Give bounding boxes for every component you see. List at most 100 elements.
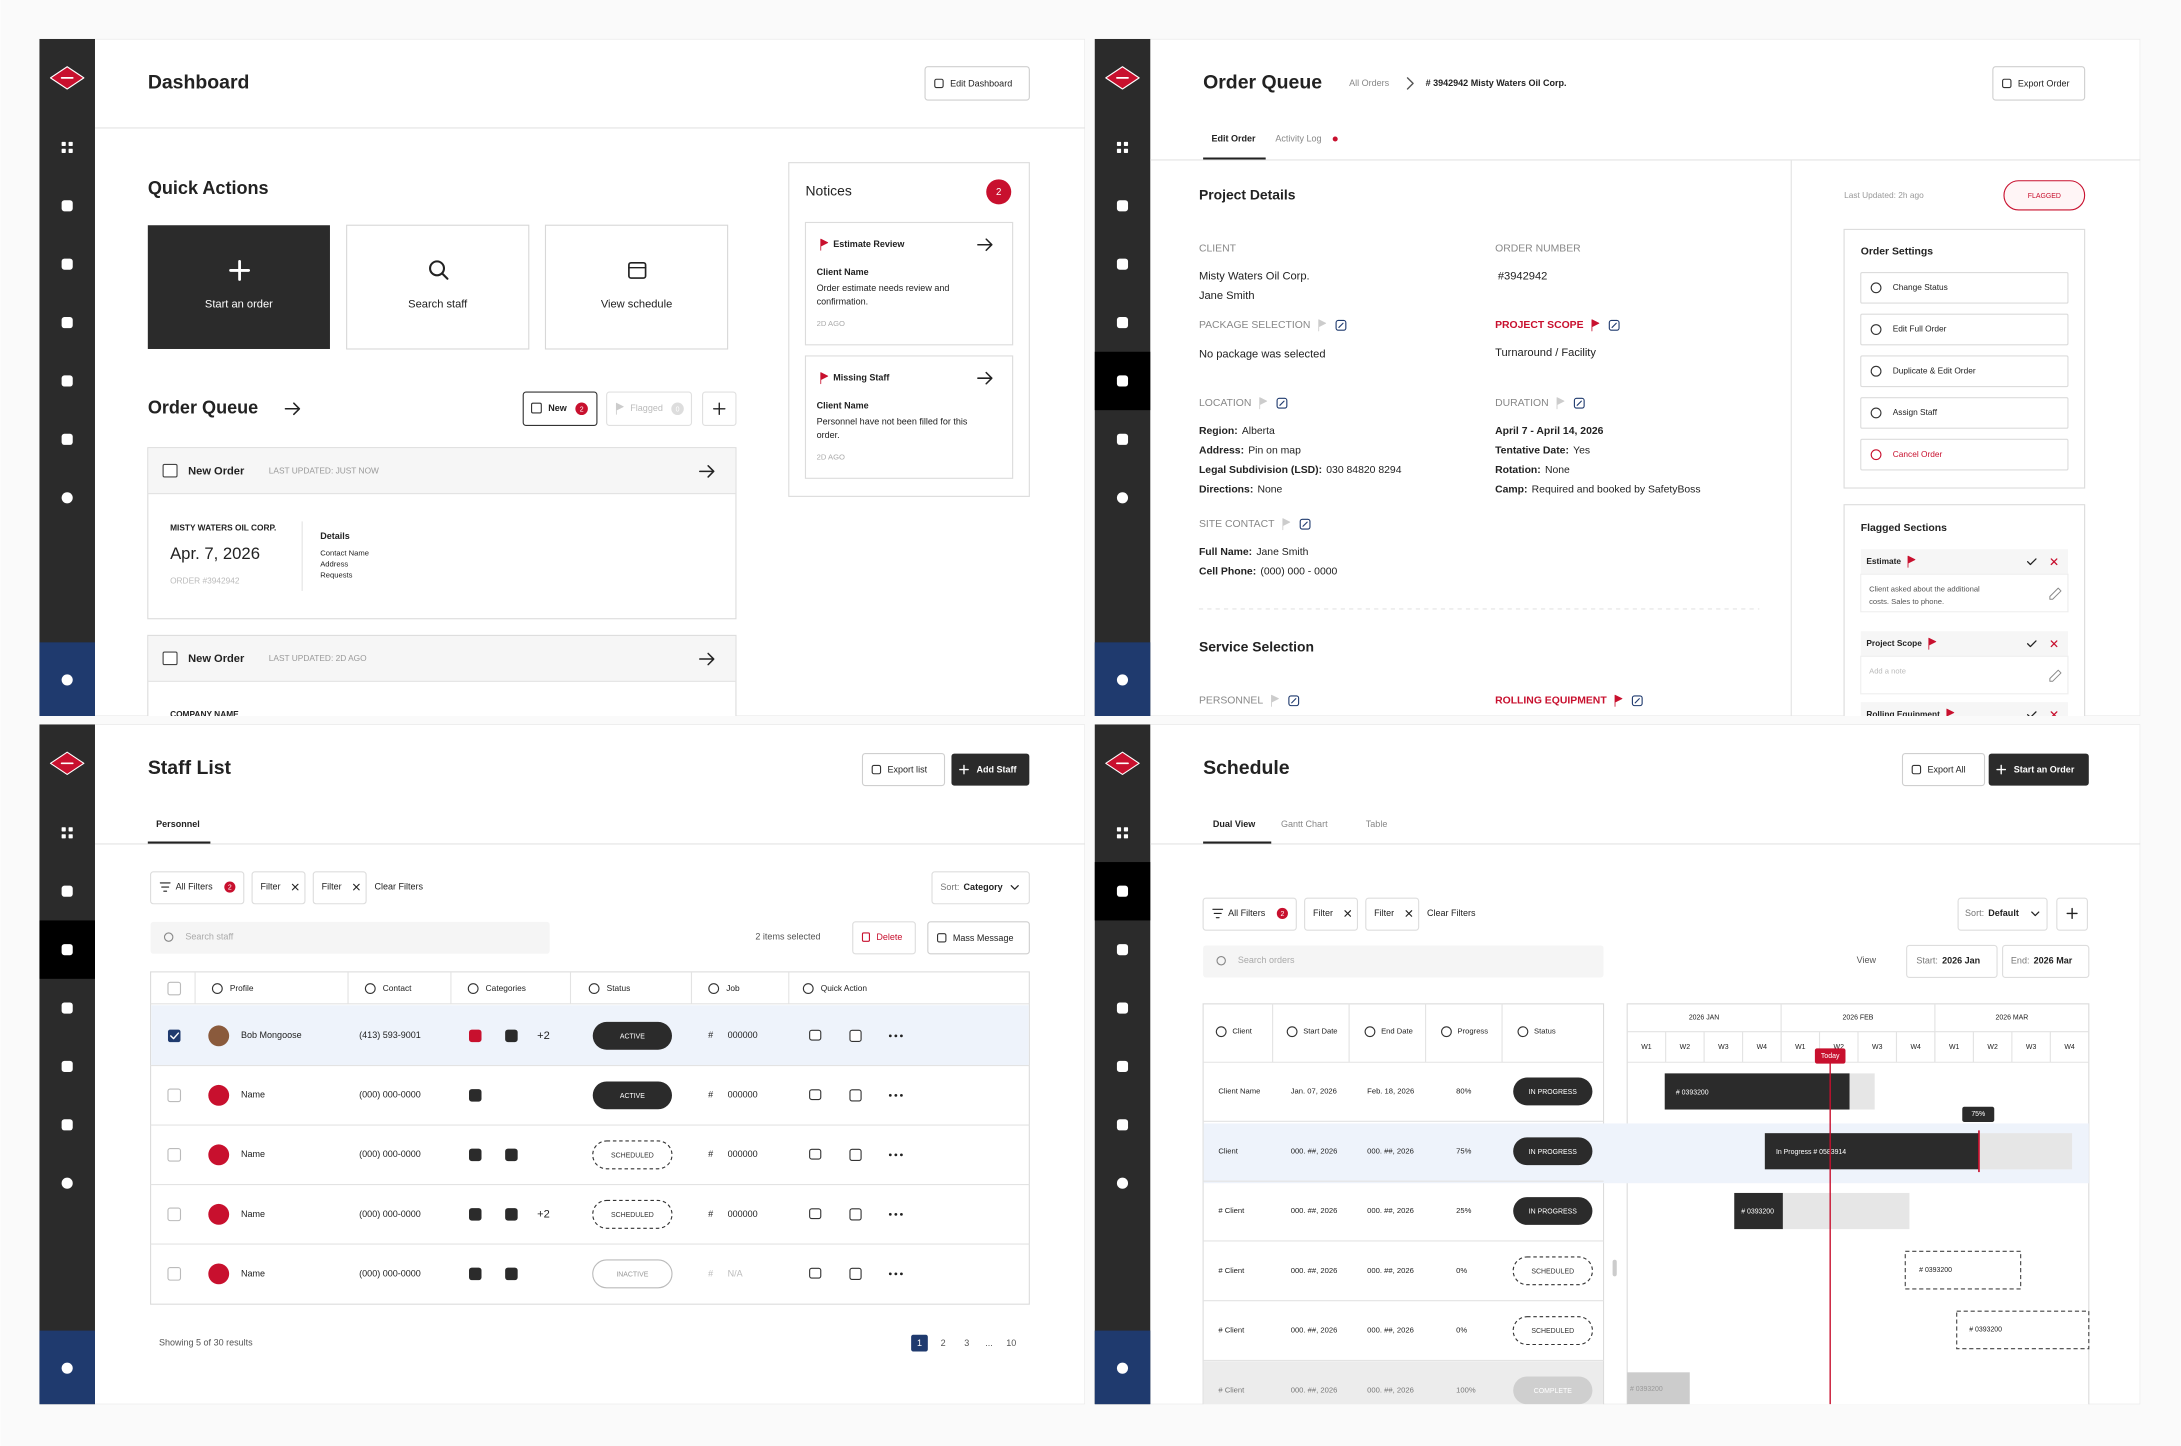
sort-select[interactable] [931, 871, 1030, 905]
edit-action[interactable] [849, 1208, 862, 1221]
page-link[interactable]: 2 [941, 1338, 946, 1348]
checkbox[interactable] [167, 1088, 182, 1103]
nav-icon[interactable] [1123, 827, 1129, 832]
message-action[interactable] [809, 1267, 822, 1279]
nav-icon[interactable] [61, 258, 73, 270]
nav-icon[interactable] [1116, 944, 1129, 956]
delete-button[interactable] [852, 921, 916, 955]
filter-button[interactable] [150, 871, 245, 905]
edit-action[interactable] [849, 1267, 862, 1280]
nav-icon[interactable] [1116, 141, 1122, 146]
text[interactable]: All Orders [1349, 78, 1390, 88]
nav-icon[interactable] [61, 1119, 73, 1131]
nav-icon[interactable] [61, 944, 73, 956]
field-label: LOCATION [1199, 398, 1251, 409]
nav-icon[interactable] [61, 200, 73, 212]
nav-icon[interactable] [1116, 433, 1129, 445]
settings-button[interactable] [1860, 313, 2069, 346]
message-action[interactable] [809, 1089, 822, 1101]
nav-icon[interactable] [1116, 1002, 1129, 1014]
button[interactable] [927, 921, 1030, 955]
nav-icon[interactable] [68, 827, 73, 832]
nav-icon[interactable] [61, 827, 66, 832]
nav-icon[interactable] [1123, 148, 1129, 153]
nav-icon[interactable] [1116, 1060, 1129, 1072]
checkbox[interactable] [167, 1148, 182, 1162]
settings-button[interactable] [1860, 355, 2069, 388]
filter-chip[interactable] [1365, 897, 1420, 931]
message-action[interactable] [809, 1208, 822, 1220]
button[interactable] [1988, 753, 2089, 786]
edit-action[interactable] [849, 1089, 862, 1102]
nav-icon[interactable] [1116, 317, 1129, 329]
text[interactable]: Activity Log [1275, 133, 1321, 143]
resize-handle[interactable] [1612, 1259, 1617, 1277]
nav-icon[interactable] [61, 1060, 73, 1072]
quick-action[interactable] [147, 225, 330, 349]
nav-icon[interactable] [68, 148, 73, 153]
nav-icon[interactable] [1116, 148, 1122, 153]
nav-icon[interactable] [1116, 258, 1129, 270]
search-box[interactable] [1203, 945, 1604, 978]
search-box[interactable] [150, 921, 550, 954]
nav-icon[interactable] [61, 317, 73, 329]
nav-icon[interactable] [61, 834, 66, 839]
nav-icon[interactable] [61, 148, 66, 153]
nav-icon[interactable] [1116, 375, 1129, 387]
edit-action[interactable] [849, 1029, 862, 1042]
nav-icon[interactable] [1116, 200, 1129, 212]
nav-icon[interactable] [1116, 1119, 1129, 1131]
filter-flagged[interactable] [606, 391, 693, 427]
page-link[interactable]: 10 [1006, 1338, 1016, 1348]
nav-icon[interactable] [1116, 885, 1129, 897]
nav-icon[interactable] [68, 141, 73, 146]
filter-new[interactable] [522, 391, 598, 427]
nav-icon[interactable] [68, 834, 73, 839]
settings-button[interactable] [1860, 271, 2069, 304]
filter-chip[interactable] [312, 871, 367, 905]
page-link[interactable]: ... [985, 1338, 993, 1348]
tab[interactable]: Table [1366, 819, 1388, 829]
button[interactable] [1901, 753, 1986, 787]
nav-icon[interactable] [61, 375, 73, 387]
tab[interactable]: Gantt Chart [1281, 819, 1328, 829]
button[interactable] [861, 753, 946, 787]
notice-card[interactable] [804, 221, 1014, 346]
nav-icon[interactable] [1123, 834, 1129, 839]
date-select[interactable] [1906, 944, 1998, 978]
tab[interactable]: Dual View [1213, 819, 1256, 829]
sort-select[interactable] [1957, 897, 2048, 931]
page-link[interactable]: 3 [964, 1338, 969, 1348]
nav-icon[interactable] [1123, 141, 1129, 146]
settings-button[interactable] [1860, 397, 2069, 429]
message-action[interactable] [809, 1148, 822, 1160]
nav-icon[interactable] [61, 141, 66, 146]
checkbox[interactable] [167, 1267, 182, 1281]
nav-icon[interactable] [1116, 834, 1122, 839]
text[interactable]: Clear Filters [1427, 908, 1476, 918]
date-select[interactable] [2002, 944, 2090, 978]
filter-chip[interactable] [1304, 897, 1359, 931]
text[interactable]: Personnel [156, 819, 200, 829]
quick-action[interactable] [544, 224, 729, 350]
text[interactable]: Clear Filters [374, 881, 423, 891]
nav-icon[interactable] [61, 1002, 73, 1014]
filter-chip[interactable] [251, 871, 306, 905]
nav-icon[interactable] [1116, 827, 1122, 832]
nav-icon[interactable] [61, 433, 73, 445]
page-link[interactable]: 1 [917, 1338, 922, 1348]
button[interactable] [1992, 66, 2086, 101]
settings-button[interactable] [1860, 438, 2069, 471]
button[interactable] [951, 753, 1030, 786]
filter-button[interactable] [1202, 897, 1297, 931]
checkbox[interactable] [167, 1207, 182, 1222]
message-action[interactable] [809, 1029, 822, 1041]
button[interactable] [924, 66, 1030, 101]
quick-action[interactable] [346, 224, 530, 350]
notice-card[interactable] [804, 355, 1014, 479]
nav-icon[interactable] [61, 885, 73, 897]
checkbox[interactable] [167, 1029, 181, 1043]
checkbox[interactable] [167, 981, 182, 996]
text[interactable]: Edit Order [1211, 133, 1256, 143]
edit-action[interactable] [849, 1148, 862, 1161]
